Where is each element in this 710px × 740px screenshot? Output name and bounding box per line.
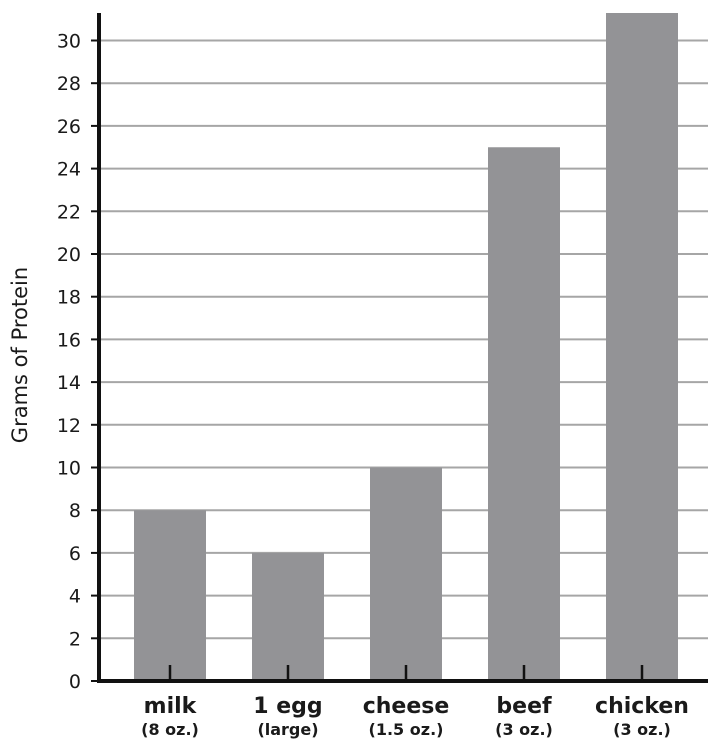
- x-category-sublabel: (3 oz.): [495, 720, 553, 739]
- y-tick-label: 14: [57, 372, 81, 394]
- x-category-labels: milk(8 oz.) 1 egg(large) cheese(1.5 oz.) be…: [141, 665, 689, 739]
- x-category-label: 1 egg: [253, 694, 322, 719]
- y-tick-label: 8: [69, 500, 81, 522]
- y-tick-label: 4: [69, 586, 81, 608]
- bar-chicken: [606, 13, 678, 681]
- x-category-sublabel: (large): [257, 720, 318, 739]
- y-tick-label: 0: [69, 671, 81, 693]
- x-category-label: chicken: [595, 694, 689, 719]
- y-axis-label: Grams of Protein: [8, 267, 32, 443]
- y-tick-label: 26: [57, 116, 81, 138]
- x-category-sublabel: (8 oz.): [141, 720, 199, 739]
- y-tick-label: 20: [57, 244, 81, 266]
- bar-beef: [488, 147, 560, 681]
- bars: [134, 13, 678, 681]
- y-tick-label: 10: [57, 458, 81, 480]
- y-tick-label: 16: [57, 329, 81, 351]
- bar-1-egg: [252, 552, 324, 681]
- x-category-label: beef: [496, 694, 552, 719]
- x-category-sublabel: (1.5 oz.): [369, 720, 444, 739]
- y-tick-label: 6: [69, 543, 81, 565]
- x-category-sublabel: (3 oz.): [613, 720, 671, 739]
- y-tick-label: 24: [57, 159, 81, 181]
- y-tick-label: 18: [57, 287, 81, 309]
- bar-milk: [134, 510, 206, 681]
- bar-cheese: [370, 467, 442, 681]
- y-tick-label: 30: [57, 31, 81, 53]
- y-tick-label: 12: [57, 415, 81, 437]
- axes: [97, 13, 708, 683]
- y-tick-label: 28: [57, 73, 81, 95]
- x-category-label: cheese: [363, 694, 450, 719]
- x-category-label: milk: [144, 694, 198, 719]
- y-tick-label: 22: [57, 201, 81, 223]
- y-tick-label: 2: [69, 628, 81, 650]
